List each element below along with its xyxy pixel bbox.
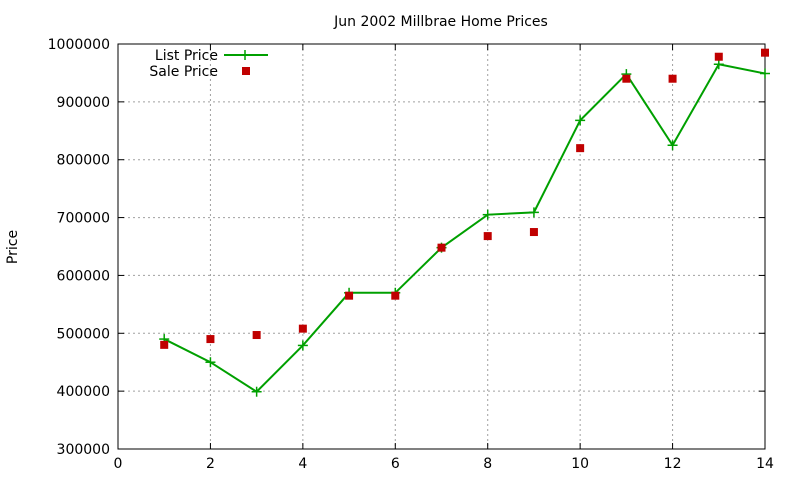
list-price-point: [760, 68, 770, 79]
legend-swatch-marker: [240, 50, 250, 60]
x-tick-label: 12: [664, 456, 682, 472]
chart-title: Jun 2002 Millbrae Home Prices: [333, 14, 548, 30]
sale-price-point: [437, 243, 446, 252]
x-tick-label: 8: [483, 456, 492, 472]
list-price-point: [575, 115, 586, 126]
y-tick-label: 1000000: [48, 37, 110, 53]
y-tick-label: 800000: [57, 153, 110, 169]
y-tick-label: 300000: [57, 442, 110, 458]
list-price-point: [297, 340, 308, 351]
x-tick-label: 0: [114, 456, 123, 472]
list-price-point: [528, 207, 539, 218]
list-price-line: [163, 63, 766, 393]
sale-price-point: [529, 228, 538, 237]
plot-frame: [117, 43, 766, 450]
list-price-point: [251, 386, 262, 397]
y-tick-label: 500000: [57, 326, 110, 342]
list-price-point: [482, 209, 493, 220]
list-price-point: [205, 357, 216, 368]
sale-price-point: [160, 340, 169, 349]
y-tick-label: 400000: [57, 384, 110, 400]
sale-price-point: [668, 74, 677, 83]
sale-price-point: [714, 52, 723, 61]
sale-price-point: [252, 331, 261, 340]
x-tick-label: 6: [391, 456, 400, 472]
y-tick-label: 900000: [57, 95, 110, 111]
y-tick-label: 700000: [57, 211, 110, 227]
sale-price-point: [576, 144, 585, 153]
sale-price-point: [391, 291, 400, 300]
sale-price-point: [345, 291, 354, 300]
sale-price-point: [206, 335, 215, 344]
sale-price-point: [483, 232, 492, 241]
list-price-point: [667, 140, 678, 151]
sale-price-point: [622, 74, 631, 83]
series-marks: [159, 48, 770, 397]
x-tick-label: 10: [571, 456, 589, 472]
legend-label: List Price: [155, 48, 218, 64]
x-tick-label: 2: [206, 456, 215, 472]
list-price-point: [713, 59, 724, 70]
legend-swatch-marker: [242, 67, 250, 75]
sale-price-point: [298, 324, 307, 333]
x-tick-label: 14: [756, 456, 774, 472]
legend-label: Sale Price: [149, 64, 218, 80]
axes: 0 2 4 6 8 10 12 14 300000 400000 500000 600000 70000…: [48, 37, 774, 472]
y-tick-label: 600000: [57, 268, 110, 284]
y-axis-label: Price: [5, 230, 21, 264]
x-tick-label: 4: [298, 456, 307, 472]
sale-price-point: [761, 48, 769, 57]
